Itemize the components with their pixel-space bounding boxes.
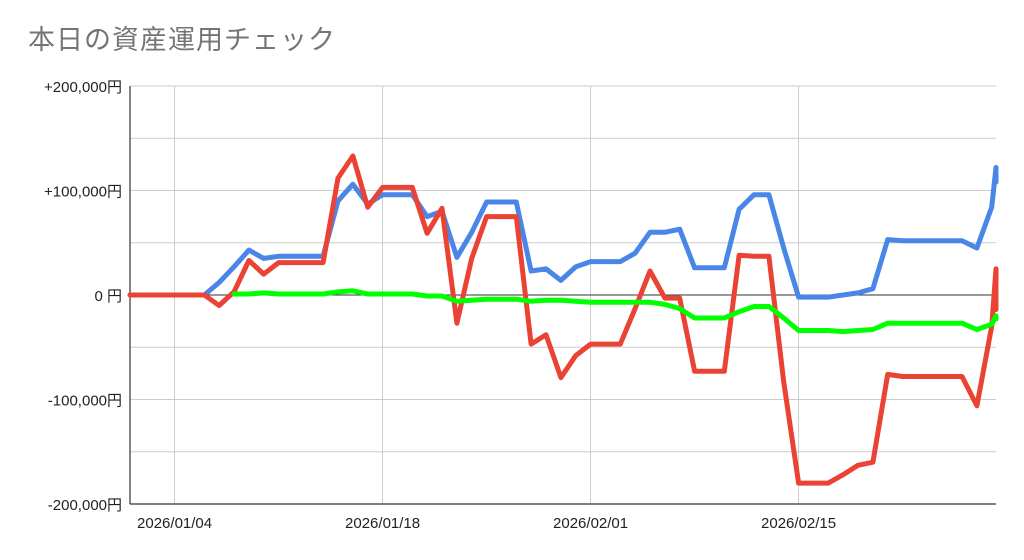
y-tick-label: 0 円 <box>94 288 122 305</box>
x-tick-label: 2026/01/18 <box>345 515 420 532</box>
y-tick-label: +200,000円 <box>44 79 122 96</box>
tick-labels: +200,000円 +100,000円 0 円 -100,000円 -200,000円 2… <box>44 79 836 532</box>
chart-title: 本日の資産運用チェック <box>28 25 336 56</box>
series-line-0 <box>127 165 999 300</box>
x-tick-label: 2026/01/04 <box>137 515 212 532</box>
series-line-2 <box>231 288 999 335</box>
y-tick-label: -200,000円 <box>48 497 122 514</box>
y-tick-label: -100,000円 <box>48 393 122 410</box>
series-lines <box>127 153 999 486</box>
x-tick-label: 2026/02/15 <box>761 515 836 532</box>
series-line-1 <box>127 153 999 486</box>
y-tick-label: +100,000円 <box>44 184 122 201</box>
x-tick-label: 2026/02/01 <box>553 515 628 532</box>
